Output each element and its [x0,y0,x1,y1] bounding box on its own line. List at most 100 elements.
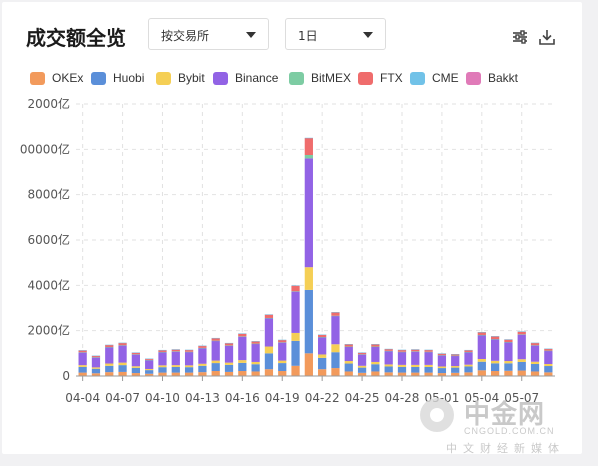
bar-segment [304,289,313,354]
bar-segment [145,359,154,361]
bar-segment [184,372,194,376]
y-tick-label: 00000亿 [20,141,70,156]
bar-segment [224,345,234,363]
bar-segment [304,137,313,139]
legend-item-ftx[interactable]: FTX [358,70,403,86]
legend-item-bakkt[interactable]: Bakkt [466,70,518,86]
bar-segment [424,349,433,352]
x-tick-label: 04-22 [305,391,340,405]
x-tick-label: 04-13 [185,391,220,405]
legend-item-binance[interactable]: Binance [213,70,278,86]
y-tick-label: 6000亿 [27,232,70,247]
bar-segment [105,346,114,348]
bar-segment [251,341,260,344]
bar-segment [530,345,540,346]
bar-segment [544,366,553,373]
bar-segment [331,344,340,353]
sliders-icon[interactable] [511,28,529,46]
legend-swatch [156,71,171,85]
bar-segment [318,334,327,338]
bar-segment [357,365,367,368]
bar-segment [91,357,101,358]
bar-segment [451,355,460,367]
legend-label: OKEx [52,71,84,85]
bar-segment [357,352,367,353]
bar-segment [384,351,393,365]
bar-segment [224,362,234,365]
y-tick-label: 2000亿 [27,323,70,338]
bar-segment [158,351,167,353]
legend-swatch [30,71,45,85]
chevron-down-icon [246,32,256,38]
bar-segment [344,344,353,347]
bar-segment [530,361,540,364]
bar-segment [118,362,127,366]
bar-segment [477,361,486,371]
bar-segment [171,372,180,376]
bar-segment [504,342,513,362]
bar-segment [91,373,101,376]
download-icon[interactable] [538,28,556,46]
watermark-logo-icon [420,398,454,432]
legend-item-okex[interactable]: OKEx [30,70,83,86]
bar-segment [145,358,154,360]
exchange-select[interactable]: 按交易所 [148,18,269,50]
bar-segment [530,342,540,346]
x-tick-label: 04-25 [345,391,380,405]
bar-segment [238,371,247,376]
bar-segment [211,337,220,339]
bar-segment [278,339,287,341]
bar-segment [251,361,260,365]
bar-segment [344,361,353,364]
watermark-domain: CNGOLD.COM.CN [464,426,555,436]
legend-item-bybit[interactable]: Bybit [156,70,205,86]
x-tick-label: 04-16 [225,391,260,405]
legend-swatch [91,71,106,85]
bar-segment [291,285,300,292]
bar-segment [357,354,367,366]
bar-segment [544,348,553,350]
bar-segment [451,372,460,376]
legend-label: FTX [380,71,403,85]
bar-segment [224,364,234,372]
bar-segment [278,342,287,361]
bar-segment [371,371,380,376]
bar-segment [118,342,127,346]
bar-segment [397,351,407,353]
bar-segment [264,317,274,319]
bar-segment [291,285,300,286]
legend-swatch [213,71,228,85]
bar-segment [264,314,274,318]
bar-segment [371,361,380,365]
bar-segment [397,366,407,373]
bar-segment [91,368,101,374]
bar-segment [198,347,207,349]
bar-segment [238,362,247,372]
chart-card: 成交额全览 按交易所 1日 OKEx Huobi Bybit [2,2,582,454]
legend-label: BitMEX [311,71,352,85]
bar-segment [504,342,513,343]
legend-item-huobi[interactable]: Huobi [91,70,144,86]
bar-segment [198,345,207,348]
bar-segment [451,367,460,373]
bar-segment [384,364,393,367]
y-tick-label: 0 [62,369,70,383]
bar-segment [477,335,486,359]
x-tick-label: 04-28 [385,391,420,405]
bar-segment [411,372,420,376]
period-select[interactable]: 1日 [285,18,386,50]
bar-segment [264,353,274,370]
bar-segment [251,341,260,342]
bar-segment [477,332,486,335]
bar-segment [184,349,194,352]
bar-segment [424,351,433,365]
legend-label: CME [432,71,459,85]
legend-item-bitmex[interactable]: BitMEX [289,70,351,86]
bar-segment [264,346,274,354]
bar-segment [517,370,526,376]
bar-segment [530,363,540,372]
bar-segment [278,371,287,376]
bar-segment [118,371,127,376]
bar-segment [544,350,553,352]
legend-item-cme[interactable]: CME [410,70,459,86]
